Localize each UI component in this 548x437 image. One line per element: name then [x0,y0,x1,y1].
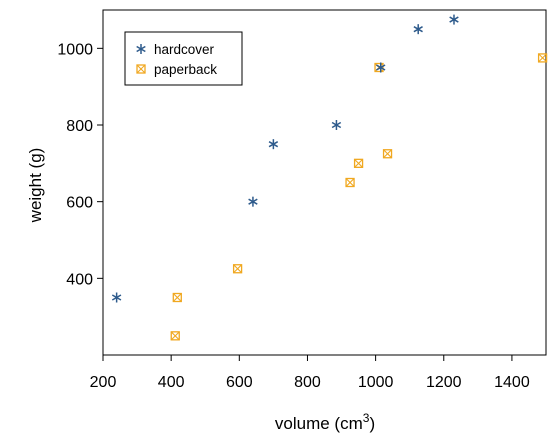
point-hardcover [248,196,258,207]
x-tick-label: 1200 [426,374,462,391]
point-paperback [382,149,393,159]
legend-symbol-hardcover [136,44,146,54]
y-tick-label: 800 [66,118,93,135]
point-paperback [232,264,243,274]
legend-box [124,31,243,86]
y-tick-label: 400 [66,271,93,288]
point-paperback [374,62,384,73]
point-hardcover [331,120,342,130]
point-hardcover [376,62,386,73]
x-tick-label: 1000 [358,374,394,391]
x-tick-label: 1400 [494,374,530,391]
point-paperback [345,177,355,188]
axis-ticks: 200 400 600 800 1000 1200 1400 400 600 800 1000 [57,41,529,391]
y-tick-label: 1000 [57,41,93,58]
x-tick-label: 800 [294,374,321,391]
legend-marker-hardcover [136,44,146,54]
legend-symbol-paperback [136,64,146,74]
point-paperback [172,292,182,303]
point-hardcover [268,139,279,150]
point-paperback [353,158,364,168]
x-tick-label: 600 [226,374,253,391]
legend-label-hardcover: hardcover [154,42,215,57]
legend-marker-paperback [136,64,146,74]
x-axis-label: volume (cm3) [275,411,375,433]
y-tick-label: 600 [66,195,93,212]
x-tick-label: 200 [90,374,117,391]
y-axis-label: weight (g) [26,148,45,224]
x-tick-label: 400 [158,374,185,391]
plot-frame [102,9,547,356]
point-paperback [537,53,548,63]
legend-label-paperback: paperback [154,62,217,77]
legend: hardcover paperback [124,31,243,86]
point-paperback [170,331,180,341]
data-points [111,14,548,341]
point-hardcover [413,24,423,35]
point-hardcover [111,292,122,303]
point-hardcover [449,14,459,25]
